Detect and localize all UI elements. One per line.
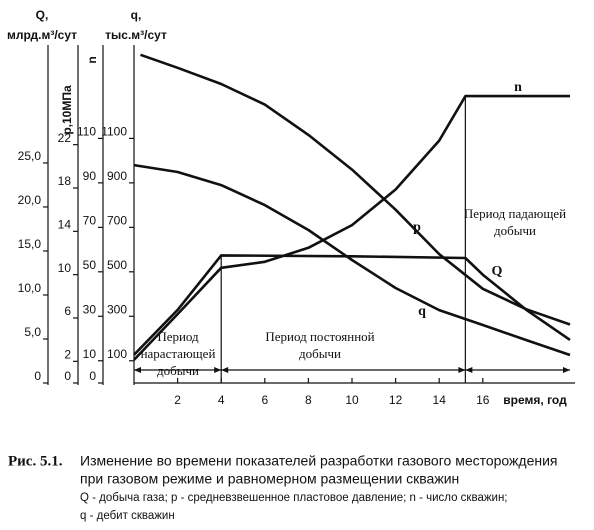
- y-tick-label: 2: [64, 348, 71, 362]
- period-label: нарастающей: [141, 346, 216, 361]
- y-tick-label: 25,0: [18, 149, 42, 163]
- arrowhead: [465, 367, 473, 373]
- caption-line: Изменение во времени показателей разрабо…: [80, 453, 558, 469]
- y-axis-title: p,10МПа: [60, 85, 74, 135]
- y-tick-label: 20,0: [18, 193, 42, 207]
- y-tick-label: 15,0: [18, 237, 42, 251]
- figure-label: Рис. 5.1.: [8, 453, 63, 469]
- y-tick-label: 14: [58, 218, 72, 232]
- x-tick-label: 2: [174, 393, 181, 407]
- period-label: добычи: [157, 363, 199, 378]
- y-tick-label: 1100: [101, 125, 127, 139]
- x-tick-label: 10: [345, 393, 359, 407]
- series-line: [133, 254, 571, 356]
- y-tick-label: 300: [107, 302, 127, 316]
- x-tick-label: 16: [476, 393, 490, 407]
- arrowhead: [458, 367, 466, 373]
- x-axis-title: время, год: [503, 393, 567, 407]
- series-line: [133, 163, 571, 357]
- series-label: Q: [492, 264, 503, 279]
- y-tick-label: 0: [34, 369, 41, 383]
- y-axis-title: тыс.м³/сут: [105, 28, 167, 42]
- period-label: Период постоянной: [265, 329, 374, 344]
- y-axis-title: млрд.м³/сут: [7, 28, 77, 42]
- caption-line: q - дебит скважин: [80, 510, 175, 522]
- x-tick-label: 12: [389, 393, 403, 407]
- y-tick-label: 50: [83, 258, 97, 272]
- y-tick-label: 900: [107, 169, 127, 183]
- y-axis-title: n: [85, 56, 99, 63]
- series-line: [140, 53, 571, 326]
- y-tick-label: 18: [58, 174, 72, 188]
- y-tick-label: 500: [107, 258, 127, 272]
- y-tick-label: 10: [83, 347, 97, 361]
- arrowhead: [563, 367, 570, 373]
- x-tick-label: 8: [305, 393, 312, 407]
- x-tick-label: 6: [261, 393, 268, 407]
- y-tick-label: 10: [58, 261, 72, 275]
- y-tick-label: 0: [64, 369, 71, 383]
- y-tick-label: 700: [107, 214, 127, 228]
- y-tick-label: 0: [89, 369, 96, 383]
- series-label: p: [413, 220, 421, 235]
- y-tick-label: 30: [83, 302, 97, 316]
- x-tick-label: 4: [218, 393, 225, 407]
- y-tick-label: 6: [64, 304, 71, 318]
- arrowhead: [134, 367, 141, 373]
- period-label: Период падающей: [464, 206, 566, 221]
- series-label: q: [418, 304, 426, 319]
- x-tick-label: 14: [433, 393, 447, 407]
- y-tick-label: 5,0: [24, 325, 41, 339]
- y-tick-label: 70: [83, 214, 97, 228]
- period-label: Период: [157, 329, 199, 344]
- arrowhead: [221, 367, 229, 373]
- y-axis-title: Q,: [36, 8, 49, 22]
- y-tick-label: 110: [77, 125, 96, 139]
- y-axis-title: q,: [131, 8, 142, 22]
- arrowhead: [214, 367, 222, 373]
- y-tick-label: 90: [83, 169, 97, 183]
- y-tick-label: 100: [107, 347, 127, 361]
- series-label: n: [514, 80, 522, 95]
- y-tick-label: 10,0: [18, 281, 42, 295]
- y-tick-label: 22: [58, 131, 72, 145]
- period-label: добычи: [299, 346, 341, 361]
- series-line: [133, 94, 570, 361]
- caption-line: при газовом режиме и равномерном размеще…: [80, 471, 459, 487]
- caption-line: Q - добыча газа; р - средневзвешенное пл…: [80, 492, 508, 504]
- period-label: добычи: [494, 223, 536, 238]
